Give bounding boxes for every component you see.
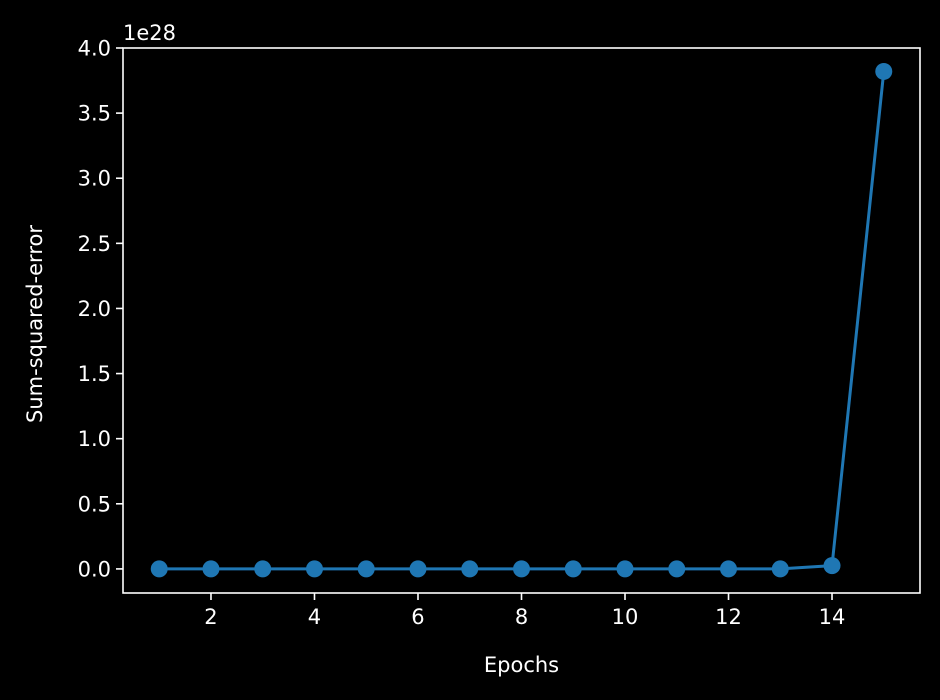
data-point [513, 560, 530, 578]
x-tick-label: 4 [308, 605, 321, 629]
x-tick-label: 2 [204, 605, 217, 629]
data-point [202, 560, 220, 578]
data-point [771, 560, 789, 578]
data-point [305, 560, 323, 578]
data-point [254, 560, 272, 578]
y-tick-label: 0.0 [78, 557, 111, 581]
y-tick-label: 4.0 [78, 37, 111, 61]
data-point [616, 560, 634, 578]
y-tick-label: 3.5 [78, 102, 111, 126]
y-tick-label: 2.0 [78, 297, 111, 321]
y-offset-label: 1e28 [123, 21, 176, 45]
y-tick-label: 1.5 [78, 362, 111, 386]
series-layer [150, 62, 893, 578]
y-tick-label: 2.5 [78, 232, 111, 256]
x-tick-label: 6 [411, 605, 424, 629]
y-tick-label: 0.5 [78, 492, 111, 516]
data-point [150, 560, 168, 578]
data-point [823, 557, 841, 575]
y-tick-label: 3.0 [78, 167, 111, 191]
data-point [875, 62, 893, 80]
y-tick-label: 1.0 [78, 427, 111, 451]
data-point [461, 560, 479, 578]
x-tick-label: 8 [515, 605, 528, 629]
x-tick-label: 14 [819, 605, 846, 629]
plot-frame [122, 47, 921, 594]
data-point [357, 560, 375, 578]
axis-ticks: 2 4 6 8 10 12 14 0.0 0.5 1.0 1.5 2.0 2.5 3.0 3.5 4.0 [78, 37, 846, 630]
data-point [668, 560, 686, 578]
x-tick-label: 10 [612, 605, 639, 629]
x-tick-label: 12 [715, 605, 742, 629]
x-axis-title: Epochs [484, 653, 559, 677]
y-axis-title: Sum-squared-error [23, 225, 47, 423]
data-point [564, 560, 582, 578]
data-point [720, 560, 738, 578]
data-point [409, 560, 427, 578]
